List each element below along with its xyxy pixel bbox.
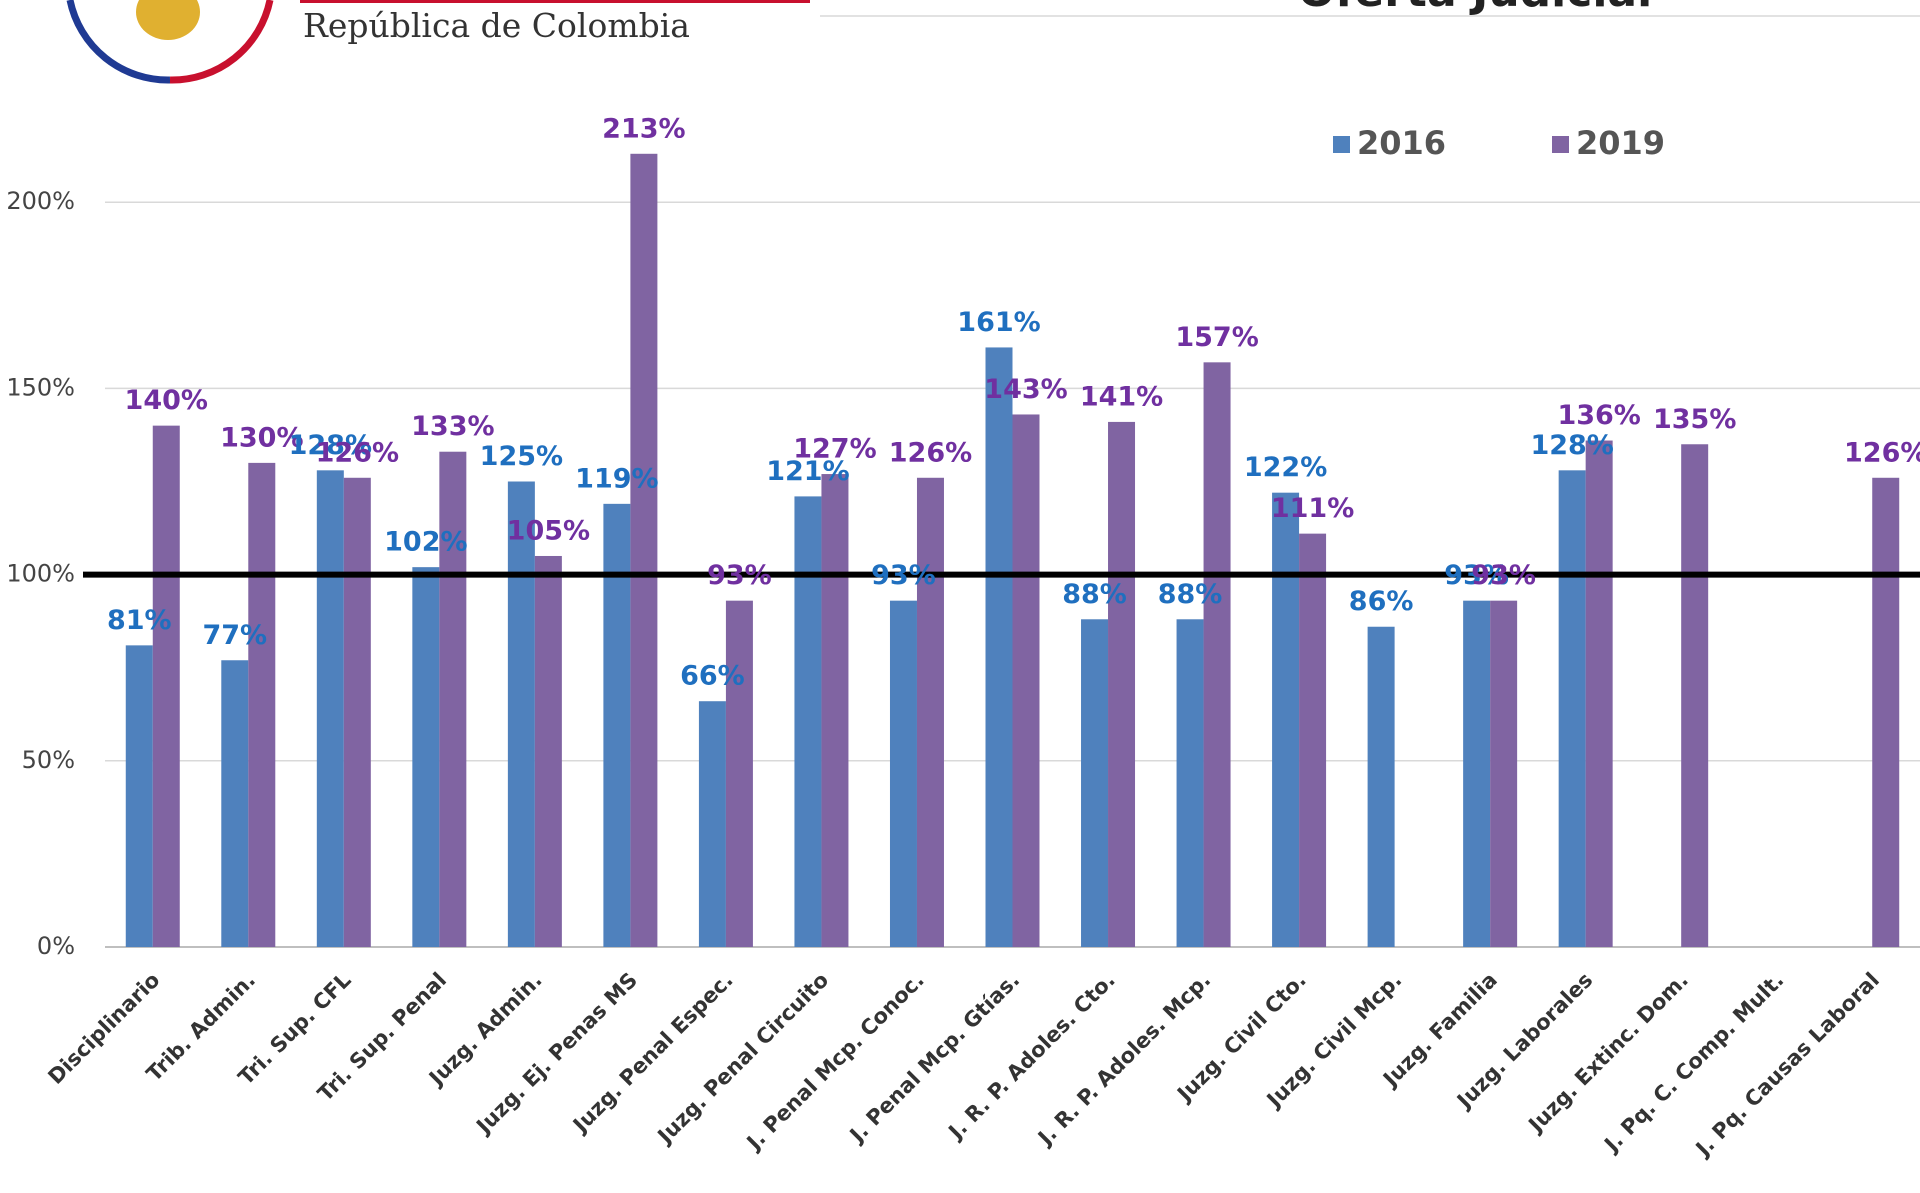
value-label: 141% [1080,381,1163,412]
bar [821,474,849,947]
x-tick-label: J. R. P. Adoles. Mcp. [1032,968,1215,1151]
logo-stripe [300,0,810,3]
bar [794,496,822,947]
bar [507,481,535,947]
value-label: 157% [1175,322,1258,353]
value-label: 119% [575,463,658,494]
bar [534,555,562,947]
bar [1367,626,1395,947]
bar [1012,414,1040,947]
x-tick-label: Juzg. Ej. Penas MS [471,968,643,1140]
x-tick-label: J. Pq. C. Comp. Mult. [1599,968,1789,1158]
bar [412,567,440,947]
chart-title: Oferta Judicial [1298,0,1652,17]
y-tick-label: 100% [6,560,75,588]
legend-label: 2016 [1357,124,1446,162]
legend-label: 2019 [1576,124,1665,162]
x-tick-label: Juzg. Penal Espec. [567,968,738,1139]
value-label: 135% [1653,404,1736,435]
value-label: 130% [220,422,303,453]
value-label: 126% [316,437,399,468]
logo: República de Colombia [0,0,820,88]
value-label: 93% [707,560,772,591]
bar [1681,444,1709,947]
country-name: República de Colombia [303,6,690,45]
logo-emblem [136,0,200,40]
y-tick-label: 150% [6,373,75,401]
bar [1872,477,1900,947]
value-label: 81% [107,605,172,636]
value-label: 143% [984,374,1067,405]
value-label: 125% [480,441,563,472]
plot: 0%50%100%150%200%250%DisciplinarioTrib. … [6,1,1920,1162]
value-label: 93% [871,560,936,591]
value-label: 128% [1530,430,1613,461]
value-label: 140% [125,385,208,416]
value-label: 88% [1158,579,1223,610]
x-tick-label: Juzg. Extinc. Dom. [1523,968,1693,1138]
bar [1108,421,1136,947]
value-label: 133% [411,411,494,442]
bar [916,477,944,947]
value-label: 77% [202,620,267,651]
bar [248,462,276,947]
bar [152,425,180,947]
value-label: 86% [1349,586,1414,617]
value-label: 102% [384,527,467,558]
bar [316,470,344,947]
x-tick-label: J. Pq. Causas Laboral [1690,968,1884,1162]
bar [1272,492,1300,947]
bar [1585,440,1613,947]
value-label: 66% [680,661,745,692]
value-label: 93% [1471,560,1536,591]
bar [125,645,153,947]
bar [698,701,726,947]
bar [603,503,631,947]
bar [1558,470,1586,947]
legend-swatch [1333,136,1350,153]
x-tick-label: J. R. P. Adoles. Cto. [943,968,1120,1145]
bar [1299,533,1327,947]
value-label: 88% [1062,579,1127,610]
bar [1490,600,1518,947]
value-label: 121% [766,456,849,487]
bar [1203,362,1231,947]
x-tick-label: J. Penal Mcp. Conoc. [741,968,929,1156]
value-label: 122% [1244,452,1327,483]
y-tick-label: 200% [6,187,75,215]
bar [439,451,467,947]
value-label: 126% [1844,437,1920,468]
bar [1176,619,1204,947]
bar [1463,600,1491,947]
value-label: 111% [1271,493,1354,524]
logo-ring [169,0,274,84]
value-label: 136% [1557,400,1640,431]
bar [630,153,658,948]
bar [889,600,917,947]
bar [221,660,249,947]
value-label: 213% [602,113,685,144]
value-label: 93% [1444,560,1509,591]
logo-ring [66,0,171,84]
bar [343,477,371,947]
x-tick-label: J. Penal Mcp. Gtías. [844,968,1024,1148]
value-label: 127% [793,434,876,465]
x-tick-label: Juzg. Penal Circuito [652,968,833,1149]
value-label: 126% [889,437,972,468]
y-tick-label: 0% [37,932,75,960]
bar [725,600,753,947]
bar [1081,619,1109,947]
value-label: 105% [507,515,590,546]
y-tick-label: 50% [22,746,75,774]
value-label: 161% [957,307,1040,338]
bar [985,347,1013,947]
legend-swatch [1552,136,1569,153]
value-label: 128% [289,430,372,461]
